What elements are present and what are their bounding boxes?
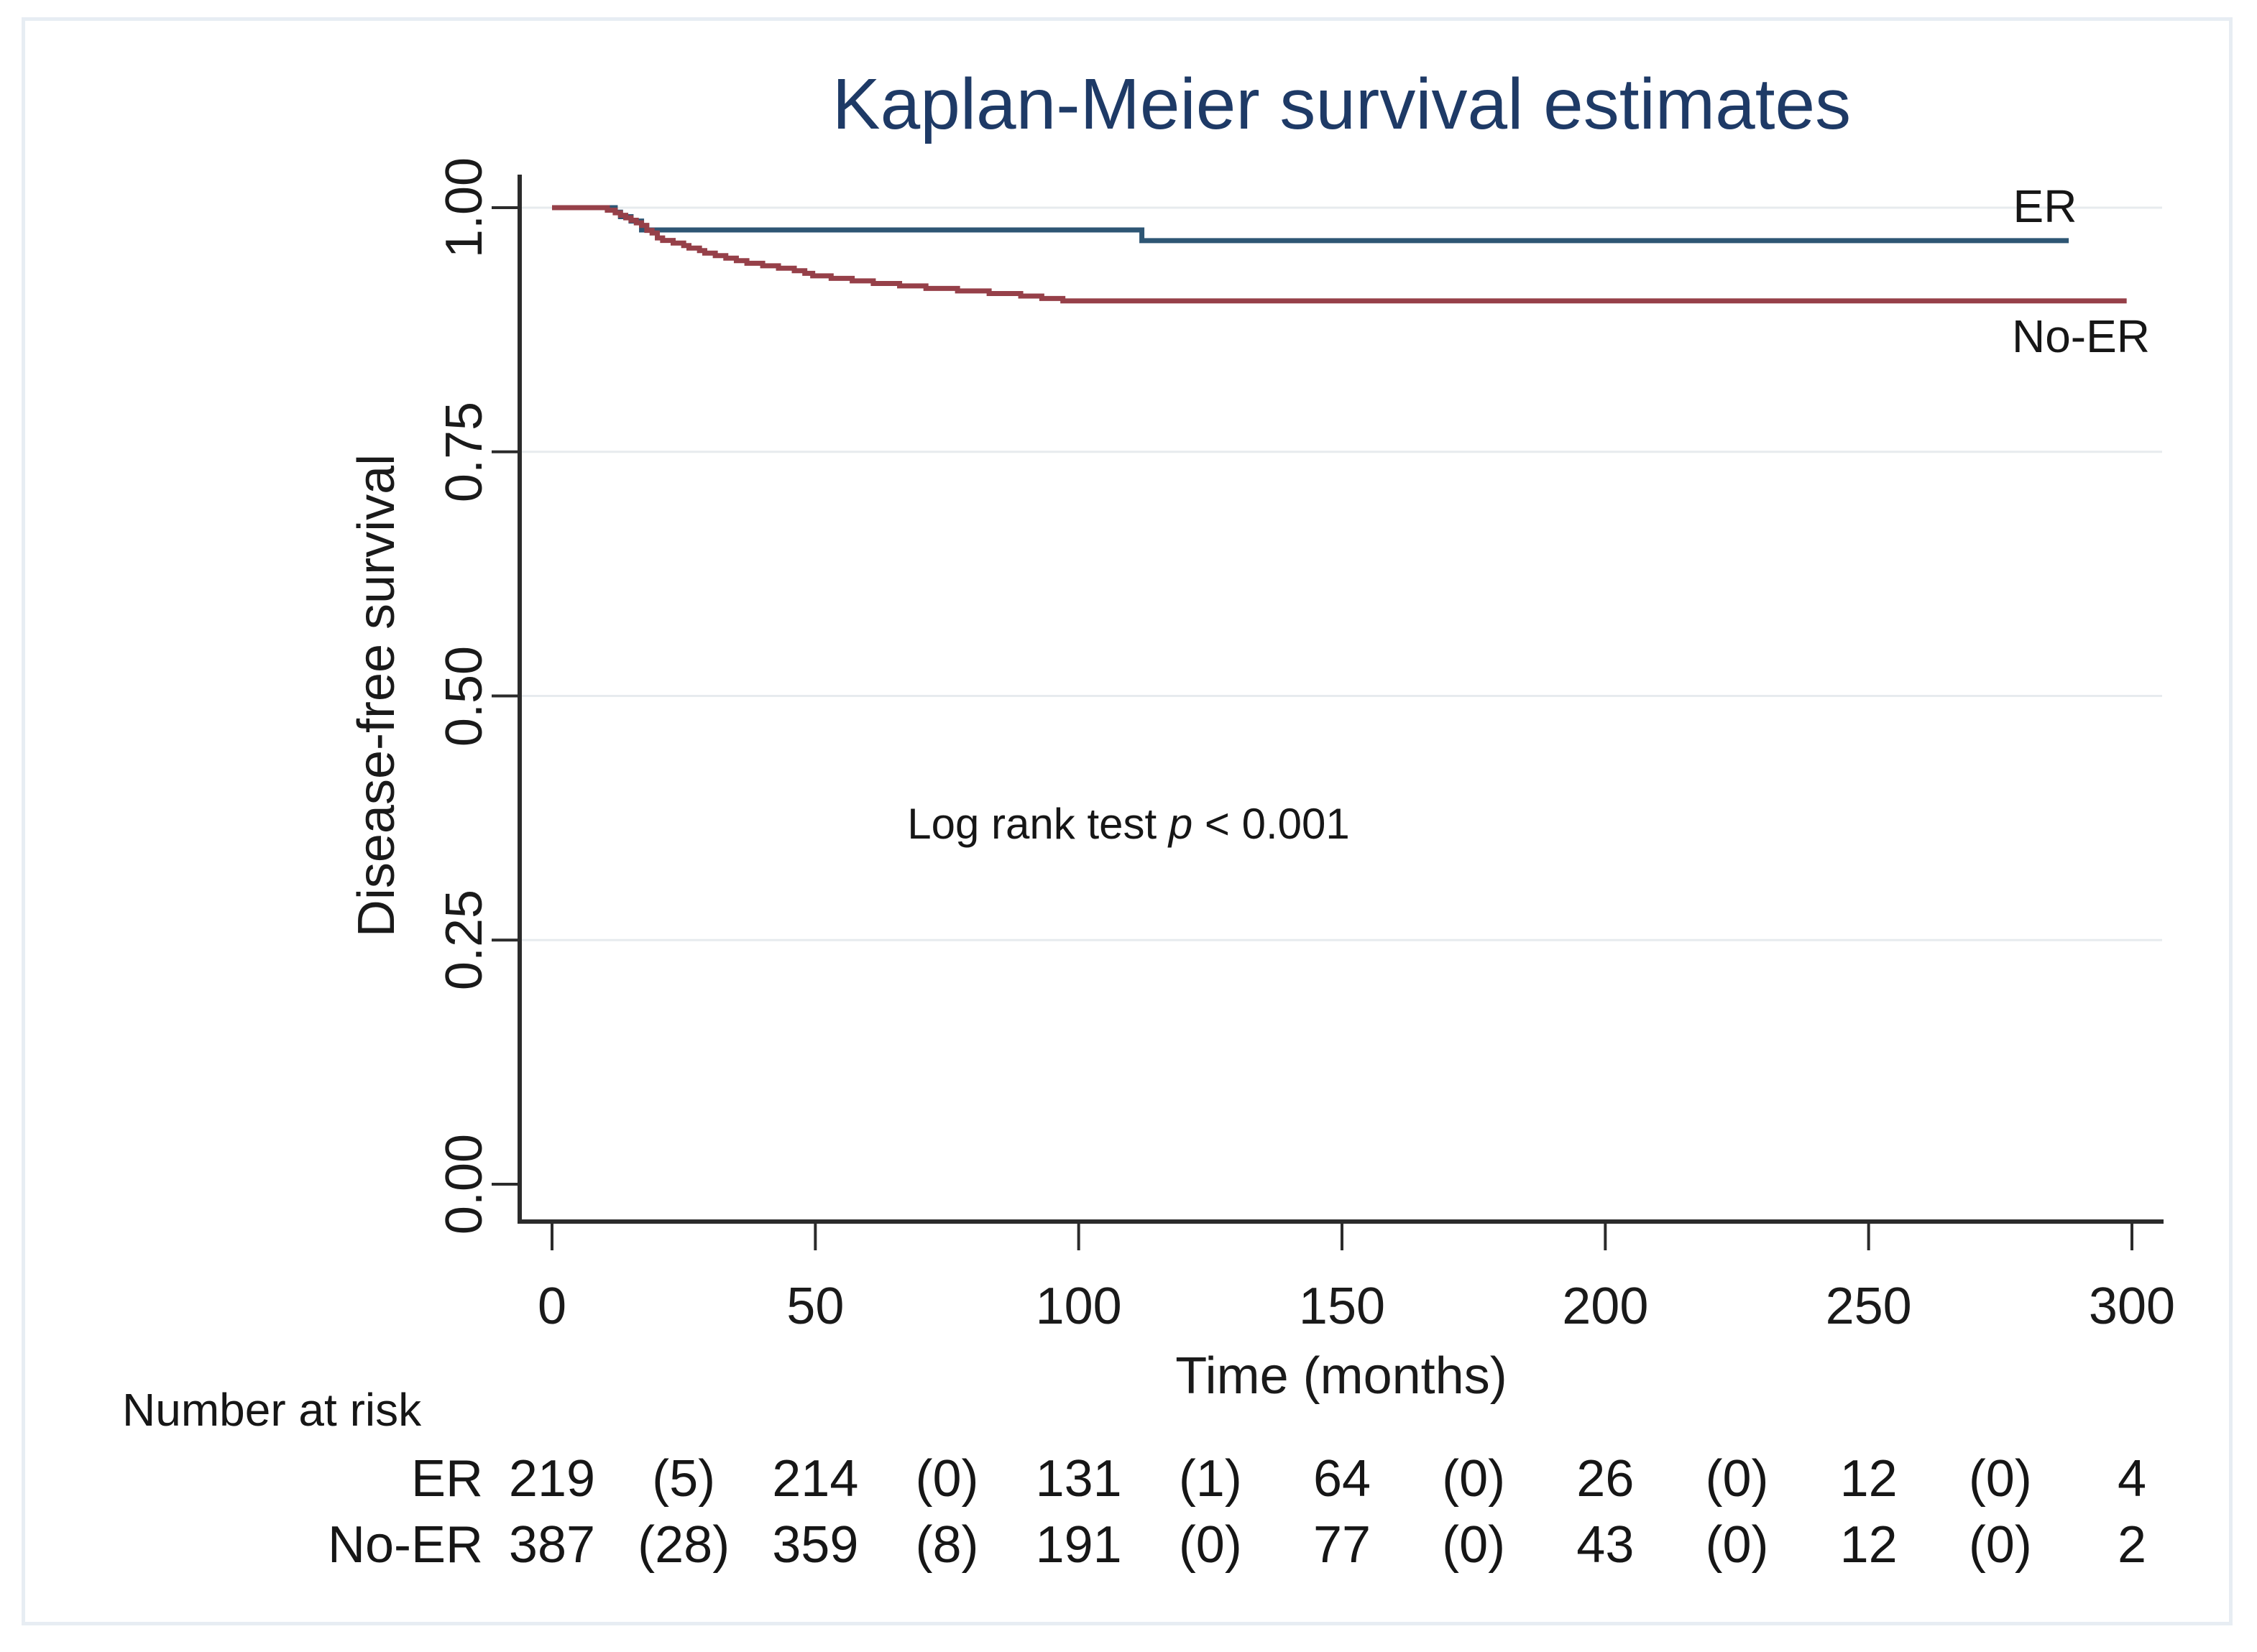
annotation-prefix: Log rank test <box>907 800 1169 848</box>
risk-count: 4 <box>2117 1450 2147 1508</box>
risk-count: 214 <box>772 1450 859 1508</box>
km-curve-no-er <box>552 205 2127 304</box>
risk-events: (0) <box>1705 1516 1769 1574</box>
risk-count: 12 <box>1839 1516 1898 1574</box>
risk-count: 387 <box>508 1516 596 1574</box>
y-tick-label: 0.00 <box>436 1133 493 1235</box>
risk-events: (0) <box>1442 1516 1506 1574</box>
risk-events: (1) <box>1178 1450 1242 1508</box>
x-tick-label: 50 <box>786 1278 845 1335</box>
risk-count: 64 <box>1313 1450 1371 1508</box>
x-tick-label: 200 <box>1562 1278 1649 1335</box>
risk-row-label: No-ER <box>327 1516 483 1574</box>
x-tick-label: 150 <box>1298 1278 1386 1335</box>
risk-count: 77 <box>1313 1516 1371 1574</box>
risk-events: (0) <box>915 1450 979 1508</box>
x-tick-label: 0 <box>537 1278 567 1335</box>
risk-count: 43 <box>1576 1516 1635 1574</box>
km-curve-er <box>552 205 2069 244</box>
risk-table-heading: Number at risk <box>122 1384 422 1436</box>
risk-events: (5) <box>652 1450 716 1508</box>
risk-events: (0) <box>1968 1450 2032 1508</box>
x-tick-label: 100 <box>1035 1278 1122 1335</box>
risk-row-label: ER <box>410 1450 483 1508</box>
annotation-value: < 0.001 <box>1192 800 1350 848</box>
risk-count: 26 <box>1576 1450 1635 1508</box>
risk-events: (0) <box>1178 1516 1242 1574</box>
chart-title: Kaplan-Meier survival estimates <box>832 64 1852 144</box>
risk-count: 131 <box>1035 1450 1122 1508</box>
risk-count: 219 <box>508 1450 596 1508</box>
series-label-er: ER <box>2013 180 2077 232</box>
x-axis-title: Time (months) <box>1175 1347 1507 1405</box>
log-rank-annotation: Log rank test p < 0.001 <box>907 803 1349 846</box>
risk-events: (0) <box>1442 1450 1506 1508</box>
y-tick-label: 1.00 <box>436 157 493 259</box>
x-tick-label: 250 <box>1825 1278 1912 1335</box>
risk-events: (28) <box>638 1516 730 1574</box>
y-tick-label: 0.50 <box>436 645 493 747</box>
risk-events: (0) <box>1968 1516 2032 1574</box>
x-tick-label: 300 <box>2088 1278 2176 1335</box>
risk-count: 12 <box>1839 1450 1898 1508</box>
risk-count: 2 <box>2117 1516 2147 1574</box>
risk-count: 191 <box>1035 1516 1122 1574</box>
y-tick-label: 0.75 <box>436 401 493 502</box>
risk-events: (8) <box>915 1516 979 1574</box>
km-figure-card <box>22 17 2233 1625</box>
risk-count: 359 <box>772 1516 859 1574</box>
series-label-no-er: No-ER <box>2011 310 2151 362</box>
annotation-p-symbol: p <box>1168 800 1193 848</box>
y-axis-title: Disease-free survival <box>348 453 405 938</box>
risk-events: (0) <box>1705 1450 1769 1508</box>
y-tick-label: 0.25 <box>436 890 493 991</box>
